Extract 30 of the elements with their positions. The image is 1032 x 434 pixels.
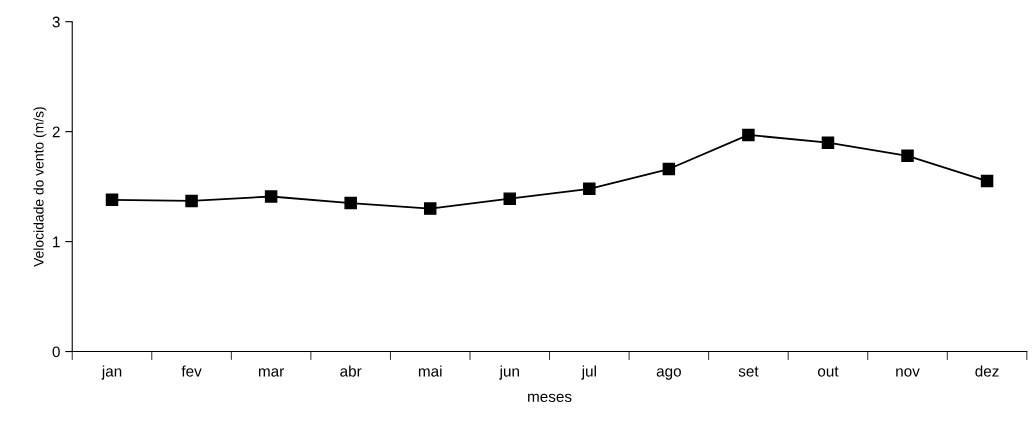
point bbox=[662, 162, 676, 176]
point bbox=[742, 128, 755, 142]
y-tick-label: 0 bbox=[52, 346, 60, 358]
x-tick-label: jul bbox=[581, 365, 596, 380]
x-tick-label: dez bbox=[975, 365, 999, 377]
point bbox=[980, 174, 994, 188]
x-tick-label: nov bbox=[896, 368, 920, 377]
x-tick-label: jun bbox=[499, 365, 519, 380]
point bbox=[185, 194, 198, 208]
x-tick-label: set bbox=[738, 366, 759, 377]
point bbox=[344, 196, 357, 210]
point bbox=[264, 190, 278, 203]
x-tick-label: jan bbox=[101, 365, 122, 380]
point bbox=[105, 193, 119, 207]
point bbox=[423, 202, 437, 215]
point bbox=[583, 182, 596, 196]
x-tick-label: ago bbox=[656, 368, 681, 380]
x-tick-label: abr bbox=[340, 365, 362, 377]
x-tick-label: out bbox=[817, 366, 839, 377]
point bbox=[503, 192, 517, 205]
y-axis-title: Velocidade do vento (m/s) bbox=[33, 107, 47, 267]
x-tick-label: fev bbox=[181, 365, 202, 377]
point bbox=[901, 149, 914, 163]
x-tick-label: mai bbox=[418, 365, 442, 377]
y-tick-label: 1 bbox=[53, 236, 60, 248]
y-tick-label: 2 bbox=[52, 126, 60, 138]
x-axis-title: meses bbox=[528, 393, 572, 402]
y-tick-label: 3 bbox=[52, 16, 60, 28]
x-tick-label: mar bbox=[258, 368, 285, 377]
point bbox=[821, 136, 835, 149]
